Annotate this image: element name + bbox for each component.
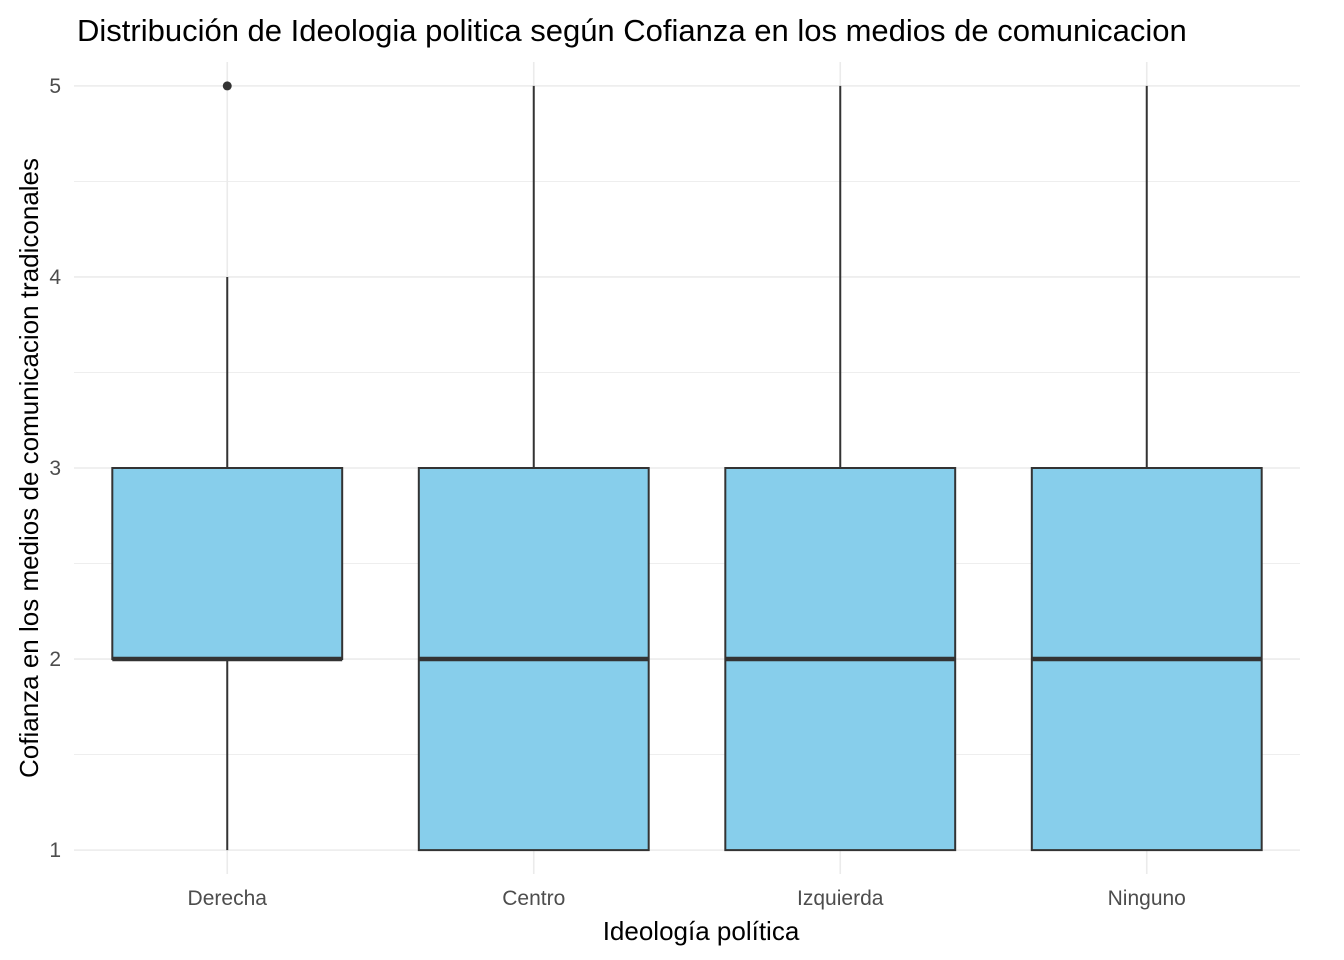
y-tick-label: 5	[49, 75, 61, 98]
box-centro	[417, 85, 650, 852]
y-tick-label: 1	[49, 839, 61, 862]
y-tick-label: 3	[49, 457, 61, 480]
chart-title: Distribución de Ideologia politica según…	[77, 13, 1187, 48]
y-tick-label: 4	[49, 266, 61, 289]
box-derecha	[111, 81, 344, 851]
box-izquierda	[724, 85, 957, 852]
y-axis-title: Cofianza en los medios de comunicacion t…	[14, 158, 44, 778]
x-tick-label: Izquierda	[797, 887, 884, 910]
boxes	[111, 81, 1263, 852]
y-tick-label: 2	[49, 648, 61, 671]
tick-labels: 1 2 3 4 5 Derecha Centro Izquierda Ninguno	[49, 75, 1186, 910]
x-axis-title: Ideología política	[603, 916, 800, 946]
x-tick-label: Ninguno	[1108, 887, 1186, 910]
x-tick-label: Centro	[502, 887, 565, 910]
box-ninguno	[1030, 85, 1263, 852]
outlier-point	[222, 81, 232, 91]
box-body	[111, 467, 344, 661]
x-tick-label: Derecha	[188, 887, 268, 910]
